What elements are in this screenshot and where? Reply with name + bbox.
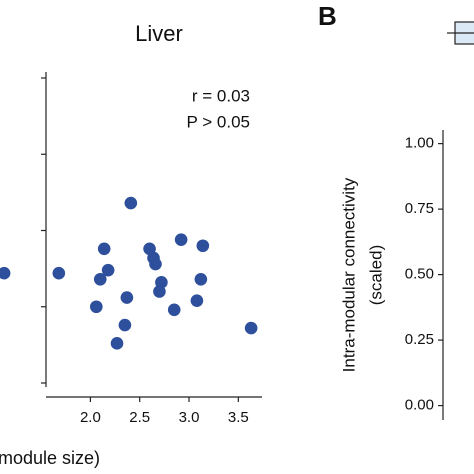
x-tick-label: 2.0 bbox=[80, 409, 101, 426]
point bbox=[120, 291, 134, 304]
y-tick-label: 1.00 bbox=[405, 135, 434, 152]
y-tick-label: 0.50 bbox=[405, 266, 434, 283]
x-axis-label: module size) bbox=[0, 448, 100, 468]
point bbox=[97, 242, 111, 256]
y-axis-label: Intra-modular connectivity bbox=[339, 177, 358, 372]
point bbox=[149, 257, 162, 271]
y-axis-label: (scaled) bbox=[366, 245, 385, 305]
y-tick-label: 0.00 bbox=[405, 397, 434, 414]
point bbox=[110, 337, 124, 350]
point bbox=[124, 196, 138, 210]
point bbox=[101, 263, 115, 277]
point bbox=[196, 239, 210, 253]
point bbox=[190, 294, 204, 307]
point bbox=[174, 233, 188, 246]
point bbox=[118, 318, 132, 332]
point bbox=[167, 303, 181, 317]
point bbox=[0, 266, 11, 280]
annotation: r = 0.03 bbox=[192, 86, 250, 105]
panel-label: B bbox=[318, 1, 337, 31]
y-tick-label: 0.25 bbox=[405, 331, 434, 348]
point bbox=[90, 300, 103, 314]
point bbox=[153, 285, 166, 298]
y-tick-label: 0.75 bbox=[405, 200, 434, 217]
point bbox=[52, 266, 66, 280]
x-tick-label: 3.0 bbox=[179, 409, 200, 426]
x-tick-label: 2.5 bbox=[129, 409, 150, 426]
x-tick-label: 3.5 bbox=[228, 409, 249, 426]
point bbox=[244, 321, 258, 335]
annotation: P > 0.05 bbox=[187, 112, 251, 131]
point bbox=[93, 273, 107, 286]
panel-title: Liver bbox=[135, 21, 183, 46]
point bbox=[194, 273, 208, 286]
